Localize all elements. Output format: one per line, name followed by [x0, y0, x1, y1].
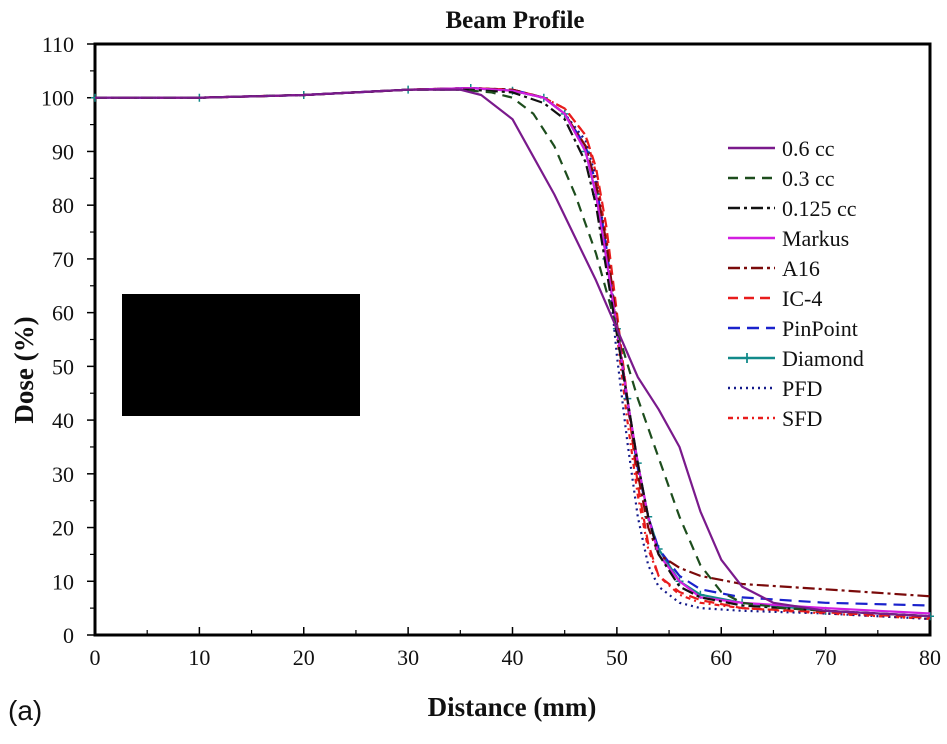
- y-tick-label: 10: [52, 569, 74, 594]
- y-tick-label: 0: [63, 623, 74, 648]
- plot-area: 0 10 20 30 40 50 60 70 80 0 10 20 30 40 50 60 70 80 90 100 1…: [41, 32, 941, 670]
- legend-label: A16: [782, 256, 820, 281]
- legend-label: 0.3 cc: [782, 166, 835, 191]
- x-tick-label: 60: [710, 645, 732, 670]
- y-tick-label: 30: [52, 462, 74, 487]
- legend-label: PFD: [782, 376, 822, 401]
- legend-label: Diamond: [782, 346, 864, 371]
- x-axis-title: Distance (mm): [428, 692, 597, 722]
- redaction-box: [122, 294, 360, 416]
- x-tick-label: 50: [606, 645, 628, 670]
- x-tick-label: 30: [397, 645, 419, 670]
- y-tick-label: 80: [52, 193, 74, 218]
- x-tick-label: 20: [293, 645, 315, 670]
- panel-label: (a): [8, 695, 42, 726]
- series-line: [95, 88, 931, 618]
- y-tick-label: 20: [52, 516, 74, 541]
- legend-label: 0.125 cc: [782, 196, 857, 221]
- y-tick-label: 70: [52, 247, 74, 272]
- y-tick-label: 90: [52, 139, 74, 164]
- legend-label: Markus: [782, 226, 849, 251]
- x-tick-label: 10: [188, 645, 210, 670]
- x-tick-label: 80: [919, 645, 941, 670]
- y-axis-title: Dose (%): [9, 316, 39, 423]
- series-line: [95, 87, 931, 598]
- chart-title: Beam Profile: [445, 7, 584, 34]
- y-tick-label: 110: [42, 32, 74, 57]
- y-tick-label: 60: [52, 301, 74, 326]
- series-line: [95, 87, 931, 619]
- legend-label: SFD: [782, 406, 822, 431]
- x-tick-label: 70: [815, 645, 837, 670]
- y-tick-label: 100: [41, 86, 74, 111]
- x-tick-label: 40: [502, 645, 524, 670]
- legend-label: 0.6 cc: [782, 136, 835, 161]
- y-tick-label: 50: [52, 354, 74, 379]
- legend-label: PinPoint: [782, 316, 858, 341]
- x-tick-label: 0: [90, 645, 101, 670]
- y-tick-label: 40: [52, 408, 74, 433]
- legend-label: IC-4: [782, 286, 822, 311]
